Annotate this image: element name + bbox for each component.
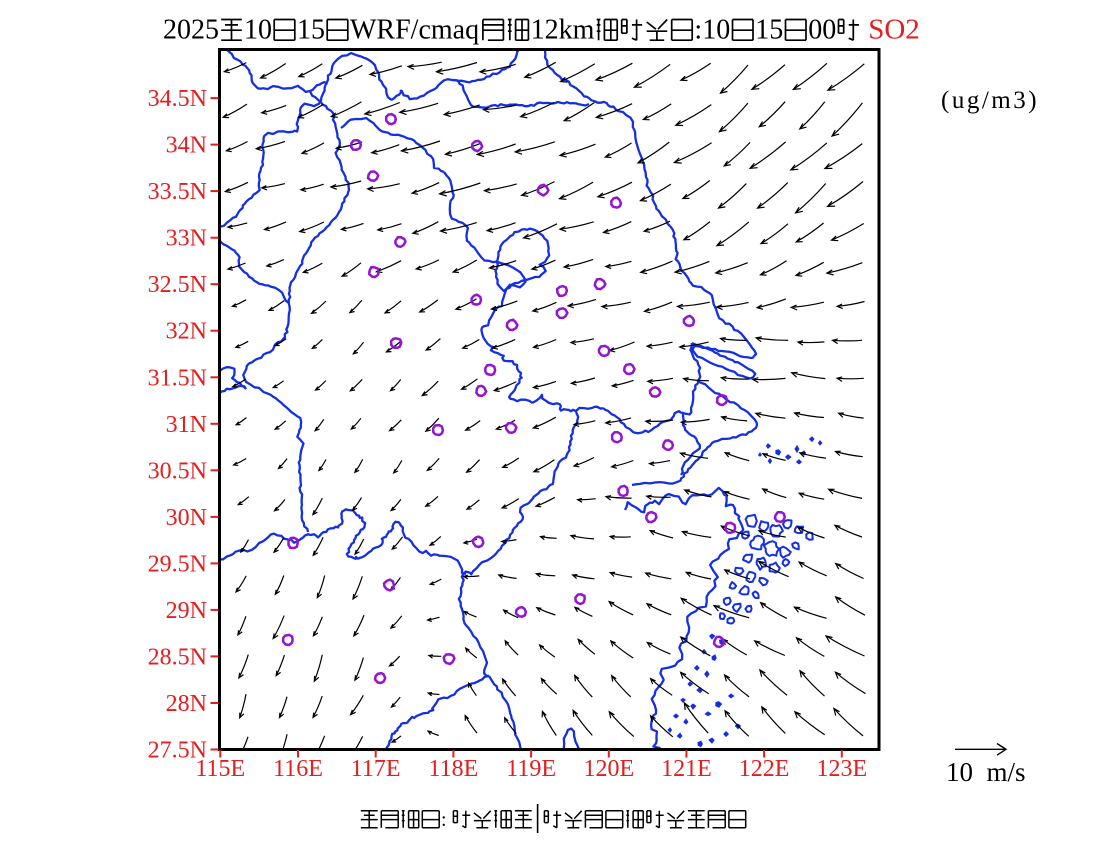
svg-text:30N: 30N <box>166 505 207 531</box>
svg-text:120E: 120E <box>583 756 634 782</box>
svg-text:34.5N: 34.5N <box>148 86 207 112</box>
svg-text:00: 00 <box>808 15 836 46</box>
svg-text:33.5N: 33.5N <box>148 179 207 205</box>
svg-text::: : <box>694 15 702 46</box>
svg-text:15: 15 <box>297 15 325 46</box>
svg-text:28.5N: 28.5N <box>148 644 207 670</box>
svg-text:10: 10 <box>244 15 272 46</box>
svg-text:30.5N: 30.5N <box>148 458 207 484</box>
svg-text:WRF/cmaq: WRF/cmaq <box>350 15 479 46</box>
svg-text:115E: 115E <box>195 756 245 782</box>
svg-text:29N: 29N <box>166 598 207 624</box>
svg-text:32N: 32N <box>166 319 207 345</box>
svg-text:2025: 2025 <box>163 15 219 46</box>
svg-text:10: 10 <box>702 15 730 46</box>
svg-text:27.5N: 27.5N <box>148 738 207 764</box>
svg-text:12km: 12km <box>531 15 595 46</box>
svg-text::: : <box>441 809 447 831</box>
svg-text:123E: 123E <box>816 756 867 782</box>
svg-text:SO2: SO2 <box>868 14 920 46</box>
svg-text:122E: 122E <box>739 756 790 782</box>
svg-text:118E: 118E <box>429 756 479 782</box>
svg-text:117E: 117E <box>351 756 401 782</box>
svg-text:121E: 121E <box>661 756 712 782</box>
svg-text:31N: 31N <box>166 412 207 438</box>
svg-text:119E: 119E <box>506 756 556 782</box>
svg-text:33N: 33N <box>166 226 207 252</box>
svg-text:31.5N: 31.5N <box>148 365 207 391</box>
svg-text:116E: 116E <box>273 756 323 782</box>
svg-text:28N: 28N <box>166 691 207 717</box>
svg-text:15: 15 <box>755 15 783 46</box>
svg-text:29.5N: 29.5N <box>148 551 207 577</box>
svg-text:32.5N: 32.5N <box>148 272 207 298</box>
svg-text:(ug/m3): (ug/m3) <box>941 87 1039 114</box>
svg-text:10 m/s: 10 m/s <box>946 757 1026 787</box>
svg-text:34N: 34N <box>166 133 207 159</box>
